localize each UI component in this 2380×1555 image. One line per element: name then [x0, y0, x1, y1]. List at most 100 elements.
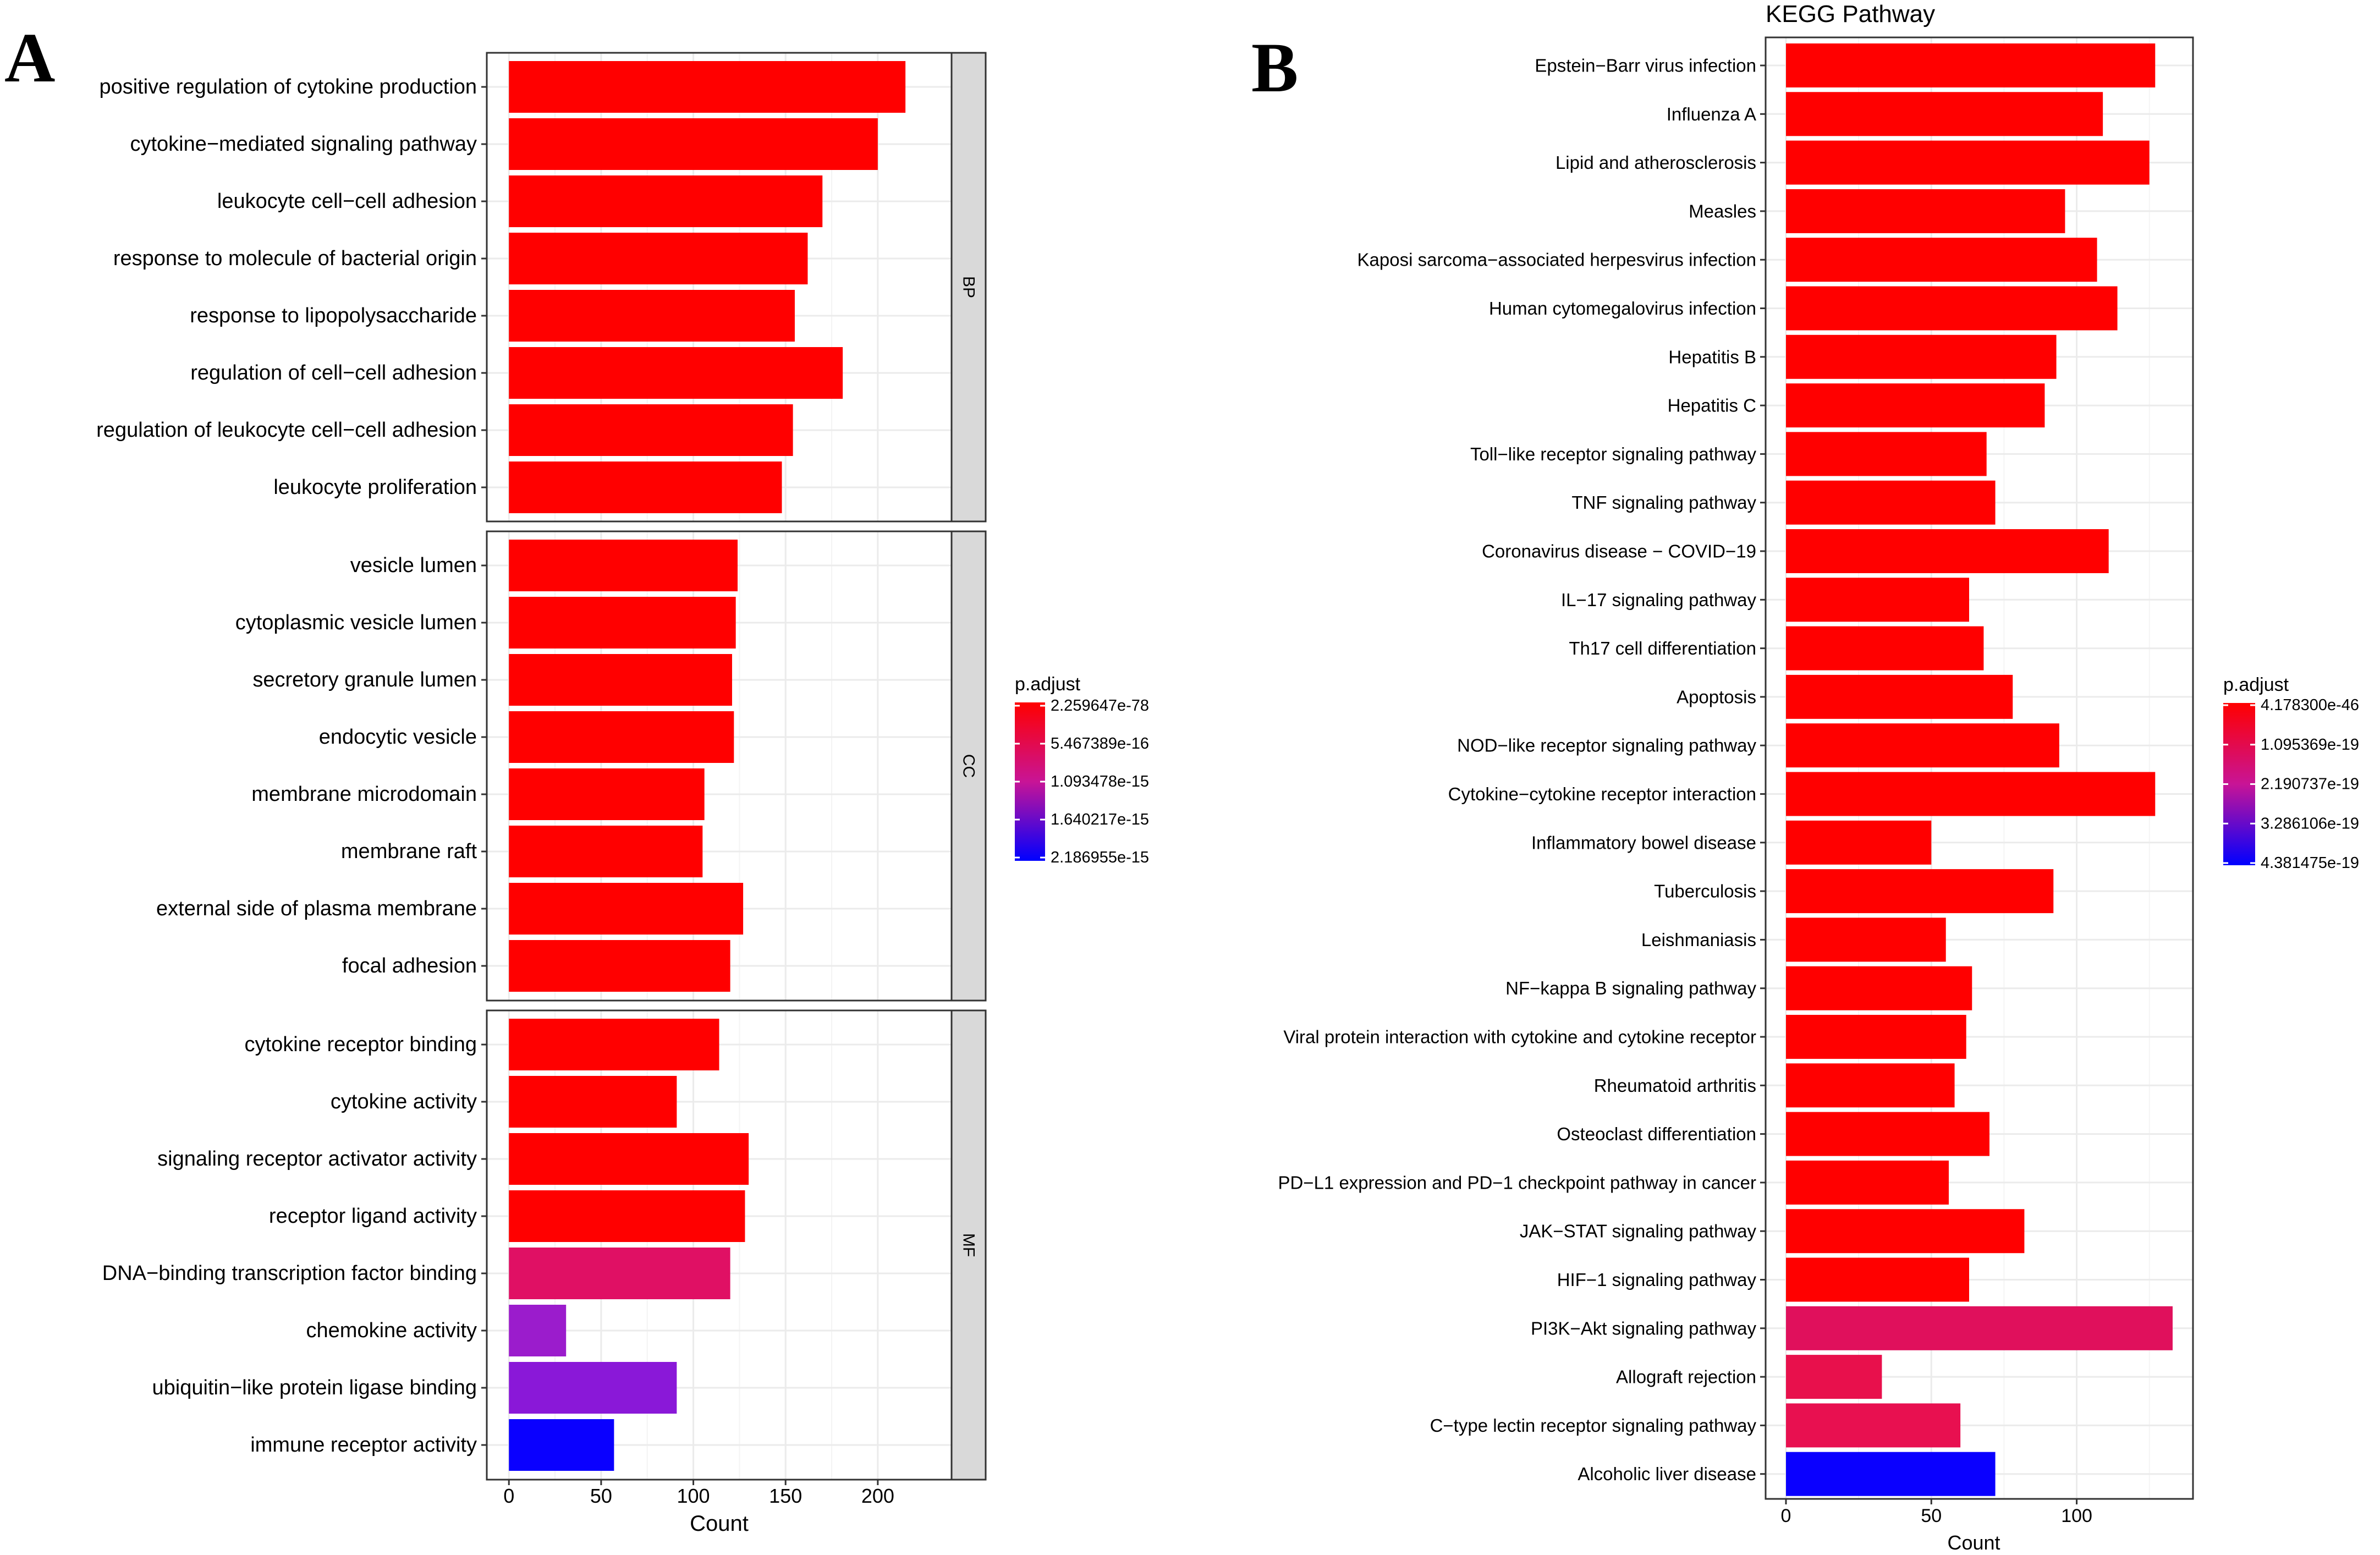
bar	[509, 883, 744, 935]
panel-b-legend-tick-label: 2.190737e-19	[2261, 776, 2359, 793]
bar	[509, 461, 782, 513]
panel-a-legend-tick-label: 5.467389e-16	[1051, 735, 1149, 752]
y-tick-label: HIF−1 signaling pathway	[1557, 1270, 1757, 1290]
bar	[509, 540, 738, 591]
y-tick-label: membrane microdomain	[251, 783, 477, 806]
y-tick-label: regulation of cell−cell adhesion	[190, 361, 477, 384]
x-tick-label: 100	[677, 1485, 710, 1507]
bar	[1786, 820, 1932, 865]
bar	[509, 233, 808, 284]
y-tick-label: Alcoholic liver disease	[1577, 1464, 1756, 1484]
bar	[1786, 480, 1996, 525]
y-tick-label: Osteoclast differentiation	[1557, 1124, 1756, 1144]
bar	[1786, 869, 2054, 914]
y-tick-label: cytoplasmic vesicle lumen	[235, 611, 477, 634]
bar	[1786, 966, 1972, 1010]
y-tick-label: Kaposi sarcoma−associated herpesvirus in…	[1357, 250, 1756, 270]
y-tick-label: Tuberculosis	[1654, 881, 1756, 902]
bar	[1786, 1209, 2025, 1254]
panel-a-facet-mf: cytokine receptor binding cytokine activi…	[102, 1009, 987, 1481]
panel-a-legend-title: p.adjust	[1015, 674, 1081, 695]
bar	[509, 290, 795, 342]
y-tick-label: external side of plasma membrane	[156, 897, 477, 920]
bar	[1786, 1452, 1996, 1496]
bar	[1786, 140, 2150, 185]
bar	[1786, 1257, 1969, 1302]
y-tick-label: Human cytomegalovirus infection	[1489, 298, 1756, 318]
bar	[509, 711, 734, 763]
bar	[1786, 772, 2156, 816]
bar	[1786, 917, 1946, 962]
panel-b: B KEGG Pathway Epstein−Barr virus infectio…	[1251, 1, 2359, 1554]
y-tick-label: signaling receptor activator activity	[157, 1147, 477, 1171]
bar	[509, 1419, 614, 1471]
y-tick-label: Cytokine−cytokine receptor interaction	[1448, 784, 1756, 804]
bar	[1786, 1355, 1882, 1399]
y-tick-label: Allograft rejection	[1616, 1367, 1756, 1387]
y-tick-label: cytokine activity	[331, 1090, 477, 1113]
y-tick-label: JAK−STAT signaling pathway	[1520, 1221, 1757, 1241]
bar	[509, 347, 843, 399]
y-tick-label: PD−L1 expression and PD−1 checkpoint pat…	[1278, 1172, 1756, 1193]
y-tick-label: cytokine−mediated signaling pathway	[130, 133, 477, 156]
panel-b-legend-colorbar	[2223, 703, 2255, 865]
panel-a-legend-tick-label: 1.093478e-15	[1051, 773, 1149, 790]
y-tick-label: C−type lectin receptor signaling pathway	[1430, 1415, 1757, 1436]
bar	[509, 826, 703, 877]
y-tick-label: NOD−like receptor signaling pathway	[1457, 735, 1756, 756]
bar	[509, 1190, 745, 1242]
bar	[509, 940, 730, 992]
x-axis-title: Count	[690, 1512, 749, 1536]
bar	[509, 175, 823, 227]
bar	[1786, 92, 2103, 136]
bar	[509, 1362, 677, 1414]
panel-a-letter: A	[4, 19, 55, 97]
y-tick-label: focal adhesion	[342, 954, 477, 977]
bar	[1786, 674, 2013, 719]
bar	[1786, 1015, 1966, 1059]
bar	[1786, 432, 1987, 476]
facet-strip	[950, 52, 987, 523]
y-tick-label: leukocyte cell−cell adhesion	[217, 190, 477, 213]
bar	[509, 1019, 719, 1070]
bar	[1786, 286, 2118, 331]
bar	[509, 404, 793, 456]
y-tick-label: chemokine activity	[306, 1319, 477, 1342]
bar	[509, 1133, 749, 1185]
y-tick-label: Leishmaniasis	[1641, 930, 1756, 950]
y-tick-label: Th17 cell differentiation	[1569, 638, 1756, 658]
y-tick-label: Hepatitis B	[1668, 347, 1756, 367]
y-tick-label: Rheumatoid arthritis	[1594, 1075, 1756, 1096]
bar	[509, 61, 906, 113]
bar	[1786, 1160, 1949, 1205]
x-tick-label: 150	[769, 1485, 802, 1507]
bar	[509, 118, 878, 170]
bar	[1786, 723, 2059, 768]
bar	[1786, 189, 2065, 233]
y-tick-label: cytokine receptor binding	[245, 1033, 477, 1056]
bar	[1786, 1112, 1989, 1156]
y-tick-label: ubiquitin−like protein ligase binding	[152, 1376, 477, 1399]
panel-b-legend-tick-label: 4.381475e-19	[2261, 854, 2359, 872]
y-tick-label: membrane raft	[341, 840, 477, 863]
panel-b-legend-tick-label: 3.286106e-19	[2261, 815, 2359, 832]
y-tick-label: Measles	[1689, 201, 1756, 221]
panel-a-legend-tick-label: 1.640217e-15	[1051, 811, 1149, 828]
panel-b-legend-tick-label: 1.095369e-19	[2261, 736, 2359, 754]
panel-a-facet-cc: vesicle lumen cytoplasmic vesicle lumen se…	[156, 530, 987, 1002]
y-tick-label: NF−kappa B signaling pathway	[1505, 978, 1756, 998]
y-tick-label: Viral protein interaction with cytokine …	[1283, 1027, 1756, 1047]
panel-b-title: KEGG Pathway	[1766, 1, 1935, 28]
panel-a-legend-colorbar	[1015, 702, 1045, 861]
y-tick-label: Influenza A	[1667, 104, 1756, 124]
bar	[509, 1076, 677, 1128]
y-tick-label: positive regulation of cytokine producti…	[99, 75, 477, 98]
x-tick-label: 0	[1781, 1505, 1791, 1526]
bar	[509, 654, 732, 706]
y-tick-label: Inflammatory bowel disease	[1531, 832, 1756, 853]
bar	[1786, 1403, 1961, 1448]
panel-a-facet-bp: positive regulation of cytokine producti…	[96, 52, 987, 523]
facet-strip-label: MF	[960, 1233, 978, 1257]
y-tick-label: Epstein−Barr virus infection	[1535, 56, 1756, 76]
